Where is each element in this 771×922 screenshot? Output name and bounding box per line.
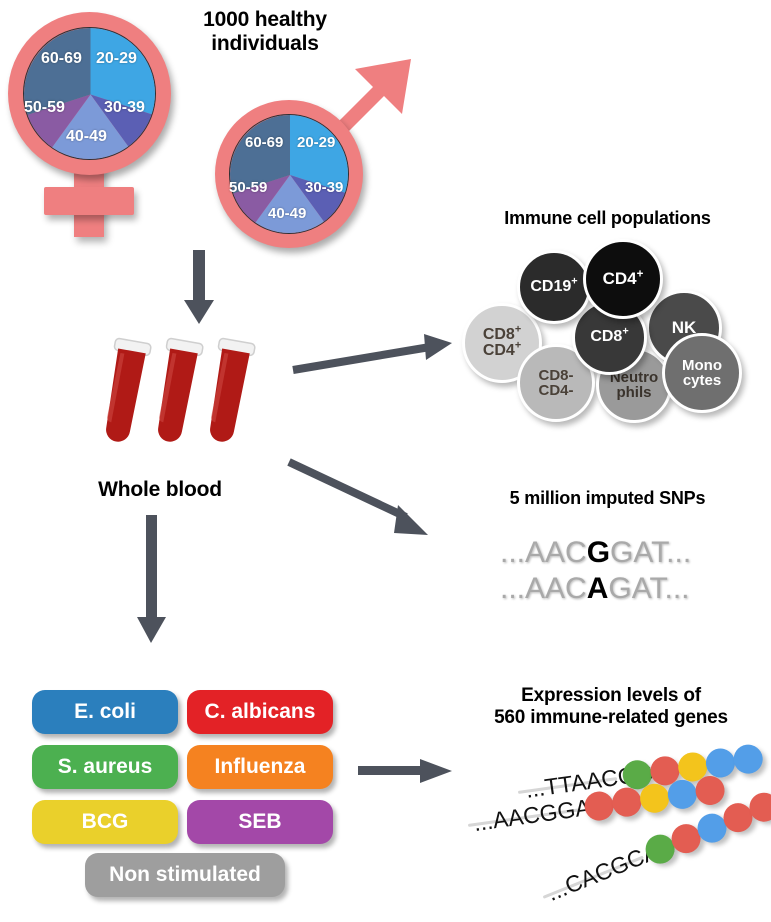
expression-title-line1: Expression levels of (521, 685, 701, 706)
male-pie-label-60-69: 60-69 (245, 134, 284, 151)
strand-bead (693, 774, 727, 807)
cell-cd8neg-cd4neg: CD8- CD4- (517, 344, 595, 422)
arrow-cohort-to-blood (180, 250, 220, 326)
cohort-title-line2: individuals (211, 32, 319, 56)
cell-label-line1: CD8+ (482, 323, 522, 343)
stimulus-seb[interactable]: SEB (187, 800, 333, 844)
stimulus-label: S. aureus (57, 755, 153, 778)
cell-label-line2: CD4- (538, 382, 574, 399)
female-pie-label-60-69: 60-69 (41, 50, 82, 67)
cell-neutrophils: Neutro phils (596, 347, 672, 423)
cell-monocytes: Mono cytes (662, 333, 742, 413)
pie-slice-20-29 (290, 115, 348, 194)
strand-bead (731, 742, 765, 776)
pie-slice-20-29 (90, 28, 155, 116)
strand-bead (638, 781, 671, 815)
pie-slice-60-69 (230, 115, 290, 194)
arrow-blood-to-stimuli-svg (137, 515, 166, 643)
pie-slice-30-39 (90, 94, 154, 149)
cell-label-line2: CD4+ (482, 339, 522, 359)
stimulus-s-aureus[interactable]: S. aureus (32, 745, 178, 789)
male-symbol: 20-29 30-39 40-49 50-59 60-69 (205, 55, 415, 250)
male-pie-label-40-49: 40-49 (268, 205, 307, 222)
cohort-title-line1: 1000 healthy (203, 8, 327, 31)
cell-label-line2: phils (616, 384, 652, 401)
stimulus-label: Influenza (214, 755, 306, 778)
arrow-cohort-to-blood-svg (184, 250, 214, 324)
cell-label-line1: Neutro (609, 368, 659, 386)
stimulus-label: BCG (81, 810, 129, 833)
cohort-title: 1000 healthy individuals (170, 8, 360, 57)
snp-allele-row-1: ...AACGGAT... (500, 536, 691, 570)
arrow-blood-to-snp (286, 455, 446, 545)
male-pie-label-30-39: 30-39 (305, 179, 344, 196)
stimulus-c-albicans[interactable]: C. albicans (187, 690, 333, 734)
pie-slice-60-69 (24, 28, 91, 116)
male-pie-label-20-29: 20-29 (297, 134, 336, 151)
arrow-blood-to-immune (290, 330, 460, 380)
cell-label-line1: Mono (682, 356, 722, 374)
arrow-stimuli-to-expression-svg (358, 759, 452, 783)
female-age-pie (23, 27, 156, 160)
female-pie-svg (24, 28, 155, 159)
blood-tubes-svg (106, 337, 256, 442)
female-pie-label-30-39: 30-39 (104, 99, 145, 116)
cell-label: CD19+ (530, 275, 578, 295)
female-pie-label-50-59: 50-59 (24, 99, 65, 116)
snp-prefix-1: ...AAC (500, 536, 587, 569)
female-stem-horizontal (44, 187, 134, 215)
male-pie-label-50-59: 50-59 (229, 179, 268, 196)
strand-bead (665, 777, 699, 811)
strand-bead (610, 785, 644, 819)
female-pie-label-40-49: 40-49 (66, 128, 107, 145)
strand-sequence: ...AACGGAT (471, 792, 605, 837)
cell-label-line1: CD8- (538, 366, 574, 384)
cell-label-line2: cytes (682, 372, 722, 389)
cell-cd19pos: CD19+ (517, 250, 591, 324)
female-symbol: 20-29 30-39 40-49 50-59 60-69 (8, 12, 198, 237)
snp-variant-1: G (586, 536, 611, 569)
arrow-blood-to-immune-svg (292, 334, 452, 374)
stimulus-label: SEB (238, 810, 282, 833)
arrow-stimuli-to-expression (358, 755, 454, 787)
snp-prefix-2: ...AAC (500, 572, 587, 605)
snp-title: 5 million imputed SNPs (509, 488, 706, 508)
stimulus-label: E. coli (74, 700, 136, 723)
arrow-blood-to-snp-svg (287, 458, 428, 535)
pie-slice-50-59 (27, 94, 91, 149)
cell-cd4pos: CD4+ (583, 239, 663, 319)
stimulus-label: Non stimulated (109, 863, 261, 886)
expression-title-line2: 560 immune-related genes (494, 707, 728, 729)
stimulus-influenza[interactable]: Influenza (187, 745, 333, 789)
blood-tubes (95, 335, 295, 450)
stimulus-bcg[interactable]: BCG (32, 800, 178, 844)
snp-variant-2: A (586, 572, 609, 605)
pie-slice-40-49 (51, 94, 130, 159)
female-pie-label-20-29: 20-29 (96, 50, 137, 67)
snp-suffix-1: GAT... (610, 536, 692, 569)
expression-title: Expression levels of 560 immune-related … (455, 685, 767, 729)
stimulus-e-coli[interactable]: E. coli (32, 690, 178, 734)
cell-label: CD4+ (602, 268, 644, 289)
whole-blood-label: Whole blood (98, 478, 222, 501)
snp-allele-row-2: ...AACAGAT... (500, 572, 690, 606)
cell-label: NK (671, 318, 697, 338)
male-pie-svg (230, 115, 348, 233)
pie-slice-30-39 (290, 175, 348, 224)
cell-label: CD8+ (590, 326, 629, 346)
pie-slice-40-49 (254, 175, 326, 233)
male-age-pie (229, 114, 349, 234)
stimulus-non-stimulated[interactable]: Non stimulated (85, 853, 285, 897)
snp-suffix-2: GAT... (608, 572, 690, 605)
pie-slice-50-59 (232, 175, 290, 224)
immune-populations-title: Immune cell populations (504, 208, 711, 228)
arrow-blood-to-stimuli (133, 515, 173, 645)
stimulus-label: C. albicans (204, 700, 316, 723)
